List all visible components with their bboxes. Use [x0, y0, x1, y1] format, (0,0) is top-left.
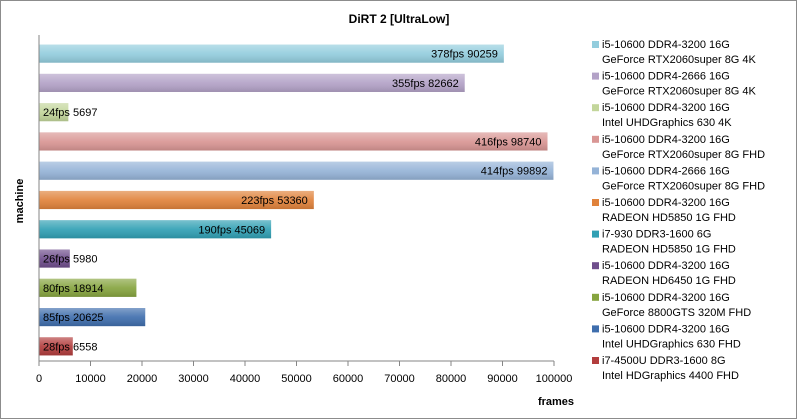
bar-shine: [39, 73, 465, 92]
bar-shine: [39, 190, 314, 210]
bars-layer: 378fps 90259 355fps 82662 24fps 5697 416fps…: [39, 44, 554, 356]
bar-data-label: 28fps 6558: [43, 341, 97, 353]
bar-shine: [39, 308, 146, 327]
bar-group: 26fps 5980: [39, 249, 97, 268]
legend-line-2: Intel HDGraphics 4400 FHD: [602, 370, 739, 382]
legend-line-2: GeForce RTX2060super 8G FHD: [602, 149, 765, 161]
legend-swatch: [592, 135, 599, 143]
bar-data-label: 190fps 45069: [198, 224, 265, 236]
bar-data-label: 223fps 53360: [241, 195, 308, 207]
bar-data-label: 26fps 5980: [43, 254, 97, 266]
legend-swatch: [592, 357, 599, 364]
legend-entry: i5-10600 DDR4-3200 16G Intel UHDGraphics …: [592, 102, 732, 129]
x-tick-label: 50000: [281, 373, 312, 385]
legend-line-1: i5-10600 DDR4-3200 16G: [602, 323, 730, 335]
legend-swatch: [592, 72, 599, 80]
legend-line-2: GeForce 8800GTS 320M FHD: [602, 307, 751, 319]
legend-line-1: i5-10600 DDR4-3200 16G: [602, 39, 730, 51]
bar-group: 190fps 45069: [39, 220, 272, 239]
legend-line-1: i7-930 DDR3-1600 6G: [602, 229, 711, 241]
legend-line-2: RADEON HD6450 1G FHD: [602, 275, 736, 287]
legend-line-1: i5-10600 DDR4-3200 16G: [602, 260, 730, 272]
legend-entry: i5-10600 DDR4-3200 16G RADEON HD6450 1G F…: [592, 260, 736, 287]
legend-entry: i5-10600 DDR4-3200 16G Intel UHDGraphics …: [592, 323, 741, 350]
legend-line-1: i5-10600 DDR4-2666 16G: [602, 165, 730, 177]
bar-data-label: 24fps 5697: [43, 107, 97, 119]
legend-swatch: [592, 199, 599, 206]
x-axis-label: frames: [538, 396, 574, 408]
legend-line-1: i5-10600 DDR4-3200 16G: [602, 292, 730, 304]
bar-shine: [39, 278, 137, 297]
bar-shine: [39, 220, 272, 239]
bar-data-label: 378fps 90259: [431, 49, 498, 61]
x-tick-label: 10000: [75, 373, 106, 385]
legend-entry: i5-10600 DDR4-3200 16G GeForce RTX2060sup…: [592, 39, 757, 66]
legend-line-2: Intel UHDGraphics 630 FHD: [602, 338, 741, 350]
x-tick-label: 60000: [333, 373, 364, 385]
legend-entry: i5-10600 DDR4-3200 16G GeForce RTX2060sup…: [592, 134, 765, 161]
chart-title: DiRT 2 [UltraLow]: [349, 12, 450, 26]
legend-line-2: RADEON HD5850 1G FHD: [602, 212, 736, 224]
bar-shine: [39, 161, 554, 180]
bar-shine: [39, 337, 73, 356]
bar-data-label: 414fps 99892: [481, 166, 548, 178]
bar-group: 416fps 98740: [39, 132, 548, 151]
legend-swatch: [592, 230, 599, 238]
legend-entry: i7-930 DDR3-1600 6G RADEON HD5850 1G FHD: [592, 229, 736, 256]
x-tick-label: 70000: [384, 373, 415, 385]
legend-swatch: [592, 325, 599, 333]
x-tick-label: 100000: [536, 373, 573, 385]
bar-group: 28fps 6558: [39, 337, 97, 356]
legend-line-1: i5-10600 DDR4-2666 16G: [602, 71, 730, 83]
bar-data-label: 416fps 98740: [475, 136, 542, 148]
bar-data-label: 355fps 82662: [392, 78, 459, 90]
legend-swatch: [592, 167, 599, 175]
x-tick-label: 0: [36, 373, 42, 385]
legend-line-1: i5-10600 DDR4-3200 16G: [602, 134, 730, 146]
legend-entry: i7-4500U DDR3-1600 8G Intel HDGraphics 44…: [592, 355, 739, 382]
x-tick-label: 80000: [436, 373, 467, 385]
legend-line-2: GeForce RTX2060super 8G 4K: [602, 86, 757, 98]
legend-entry: i5-10600 DDR4-3200 16G RADEON HD5850 1G F…: [592, 197, 736, 224]
legend-entry: i5-10600 DDR4-3200 16G GeForce 8800GTS 32…: [592, 292, 751, 319]
legend-line-1: i5-10600 DDR4-3200 16G: [602, 197, 730, 209]
bar-shine: [39, 249, 70, 268]
x-tick-labels: 0 10000 20000 30000 40000 50000 60000 70000 8000…: [36, 361, 572, 385]
legend-entry: i5-10600 DDR4-2666 16G GeForce RTX2060sup…: [592, 71, 757, 98]
legend-line-2: GeForce RTX2060super 8G FHD: [602, 180, 765, 192]
legend: i5-10600 DDR4-3200 16G GeForce RTX2060sup…: [592, 39, 765, 382]
x-tick-label: 30000: [178, 373, 209, 385]
bar-shine: [39, 44, 504, 63]
bar-group: 85fps 20625: [39, 308, 146, 327]
legend-swatch: [592, 41, 599, 48]
legend-line-1: i5-10600 DDR4-3200 16G: [602, 102, 730, 114]
x-tick-label: 90000: [487, 373, 518, 385]
legend-swatch: [592, 104, 599, 112]
legend-swatch: [592, 262, 599, 270]
bar-group: 223fps 53360: [39, 190, 314, 210]
bar-group: 24fps 5697: [39, 103, 97, 122]
bar-group: 378fps 90259: [39, 44, 504, 63]
legend-line-2: GeForce RTX2060super 8G 4K: [602, 54, 757, 66]
x-tick-label: 40000: [230, 373, 261, 385]
x-tick-label: 20000: [127, 373, 158, 385]
legend-line-1: i7-4500U DDR3-1600 8G: [602, 355, 726, 367]
bar-group: 80fps 18914: [39, 278, 137, 297]
bar-shine: [39, 132, 548, 151]
legend-entry: i5-10600 DDR4-2666 16G GeForce RTX2060sup…: [592, 165, 765, 192]
bar-data-label: 85fps 20625: [43, 312, 104, 324]
bar-shine: [39, 103, 69, 122]
bar-data-label: 80fps 18914: [43, 283, 104, 295]
legend-swatch: [592, 293, 599, 301]
y-axis-label: machine: [14, 179, 26, 224]
legend-line-2: RADEON HD5850 1G FHD: [602, 244, 736, 256]
bar-group: 355fps 82662: [39, 73, 465, 92]
legend-line-2: Intel UHDGraphics 630 4K: [602, 117, 732, 129]
bar-group: 414fps 99892: [39, 161, 554, 180]
